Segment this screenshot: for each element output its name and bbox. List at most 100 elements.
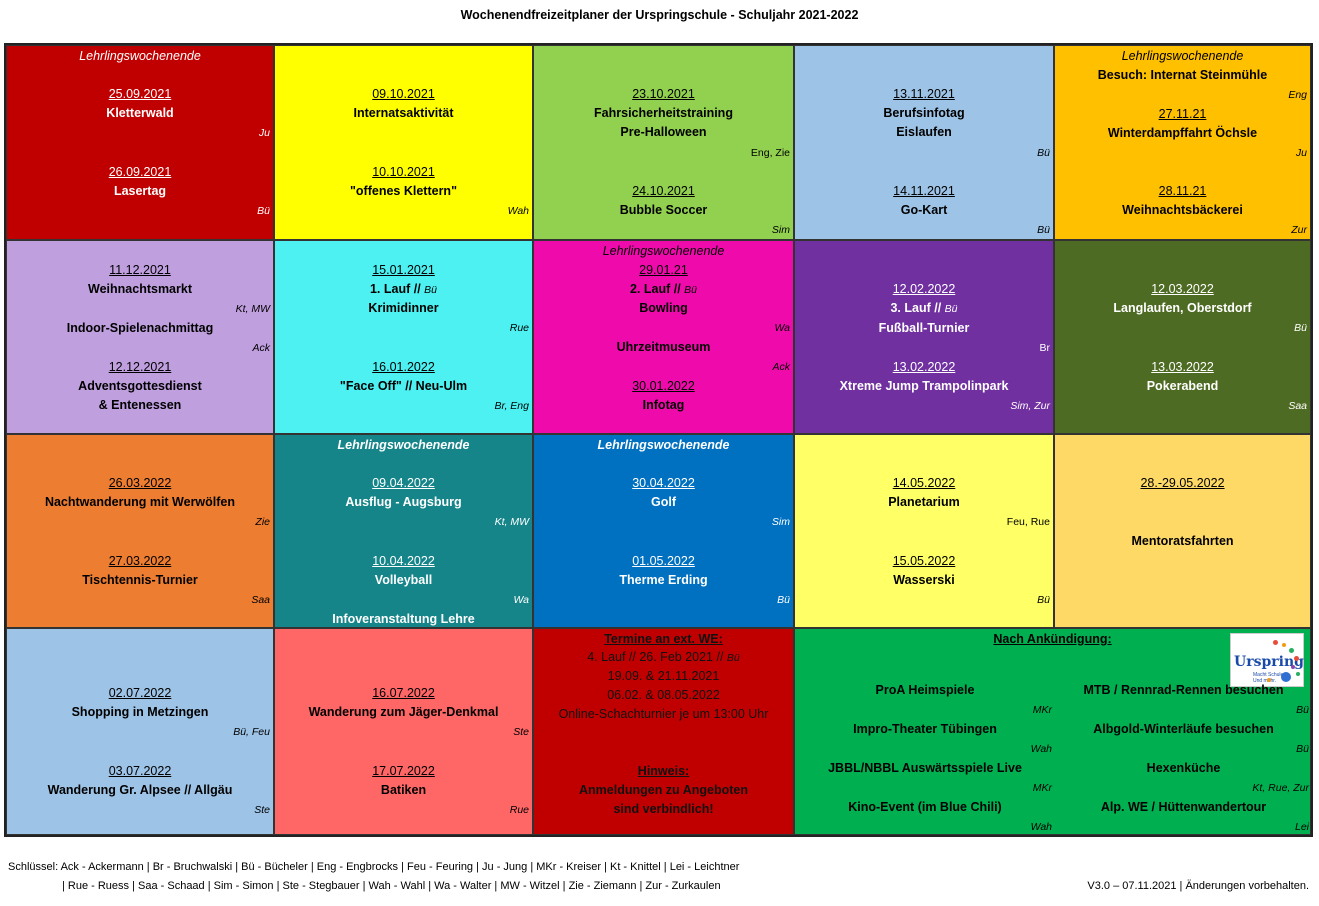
- announcement-item: MTB / Rennrad-Rennen besuchen: [1083, 683, 1284, 697]
- event: Kletterwald: [106, 106, 174, 120]
- initials: Bü: [257, 205, 270, 217]
- event: Weihnachtsmarkt: [88, 282, 192, 296]
- date: 14.11.2021: [893, 184, 955, 198]
- initials: Rue: [509, 804, 529, 816]
- initials: Sim: [771, 516, 790, 528]
- announcement-item: Hexenküche: [1146, 761, 1221, 775]
- date: 15.05.2022: [892, 554, 956, 568]
- initials: Ste: [254, 804, 270, 816]
- key-legend-line-1: Schlüssel: Ack - Ackermann | Br - Bruchw…: [8, 861, 740, 873]
- event: Adventsgottesdienst: [78, 379, 202, 393]
- event: Bowling: [639, 301, 688, 315]
- announcement-item: Impro-Theater Tübingen: [853, 722, 997, 736]
- cell-r4c1: 02.07.2022 Shopping in Metzingen Bü, Feu…: [6, 628, 274, 835]
- date: 24.10.2021: [632, 184, 695, 198]
- logo-slogan-line: Macht Schule.: [1253, 672, 1285, 678]
- cell-r1c3: 23.10.2021 Fahrsicherheitstraining Pre-H…: [533, 45, 794, 240]
- initials: Ack: [252, 342, 270, 354]
- initials: Eng, Zie: [750, 147, 790, 159]
- event: Besuch: Internat Steinmühle: [1097, 68, 1268, 82]
- page-title: Wochenendfreizeitplaner der Urspringschu…: [460, 8, 859, 22]
- date: 25.09.2021: [108, 87, 172, 101]
- cell-r3c3: Lehrlingswochenende 30.04.2022 Golf Sim …: [533, 434, 794, 628]
- notice-line: 19.09. & 21.11.2021: [607, 669, 720, 683]
- announcement-item: Alp. WE / Hüttenwandertour: [1100, 800, 1267, 814]
- cell-r3c4: 14.05.2022 Planetarium Feu, Rue 15.05.20…: [794, 434, 1054, 628]
- initials: Kt, MW: [235, 303, 270, 315]
- initials: Wa: [513, 594, 529, 606]
- event: & Entenessen: [98, 398, 182, 412]
- initials: Wa: [774, 322, 790, 334]
- event: Weihnachtsbäckerei: [1122, 203, 1243, 217]
- initials: Sim, Zur: [1010, 400, 1050, 412]
- initials: Saa: [251, 594, 270, 606]
- event: Batiken: [380, 783, 427, 797]
- initials: Bü: [1296, 704, 1309, 716]
- urspring-logo: Urspring Macht Schule. Und mehr.: [1230, 633, 1304, 687]
- initials: Bü: [1037, 147, 1050, 159]
- event: Nachtwanderung mit Werwölfen: [44, 495, 236, 509]
- date: 12.03.2022: [1151, 282, 1214, 296]
- date: 12.02.2022: [892, 282, 956, 296]
- date: 13.03.2022: [1151, 360, 1214, 374]
- banner: Lehrlingswochenende: [1121, 49, 1244, 63]
- initials: Bü: [1037, 224, 1050, 236]
- event: Bubble Soccer: [619, 203, 708, 217]
- planner-grid: Lehrlingswochenende 25.09.2021 Kletterwa…: [4, 43, 1313, 837]
- event: Ausflug - Augsburg: [345, 495, 462, 509]
- initials: Bü: [1296, 743, 1309, 755]
- lauf-label: 2. Lauf //: [629, 282, 681, 296]
- date: 02.07.2022: [108, 686, 172, 700]
- event: Wanderung Gr. Alpsee // Allgäu: [47, 783, 233, 797]
- cell-r4c3: Termine an ext. WE: 4. Lauf // 26. Feb 2…: [533, 628, 794, 835]
- initials: Feu, Rue: [1006, 516, 1050, 528]
- initials: Bü: [424, 284, 438, 296]
- initials: Bü, Feu: [233, 726, 270, 738]
- initials: MKr: [1032, 704, 1052, 716]
- event: Uhrzeitmuseum: [616, 340, 711, 354]
- event: Krimidinner: [368, 301, 439, 315]
- date: 09.04.2022: [372, 476, 435, 490]
- initials: Saa: [1288, 400, 1307, 412]
- event: Shopping in Metzingen: [71, 705, 209, 719]
- date: 27.03.2022: [108, 554, 172, 568]
- hint-line: Anmeldungen zu Angeboten: [579, 783, 748, 797]
- announcement-item: ProA Heimspiele: [875, 683, 975, 697]
- event: Mentoratsfahrten: [1131, 534, 1234, 548]
- date: 30.04.2022: [632, 476, 695, 490]
- event: Indoor-Spielenachmittag: [66, 321, 214, 335]
- event: Winterdampffahrt Öchsle: [1107, 126, 1258, 140]
- event: Wanderung zum Jäger-Denkmal: [308, 705, 499, 719]
- cell-r2c1: 11.12.2021 Weihnachtsmarkt Kt, MW Indoor…: [6, 240, 274, 434]
- initials: Zie: [255, 516, 270, 528]
- date: 13.11.2021: [893, 87, 955, 101]
- event: "offenes Klettern": [349, 184, 457, 198]
- cell-r1c4: 13.11.2021 Berufsinfotag Eislaufen Bü 14…: [794, 45, 1054, 240]
- notice-text: 4. Lauf // 26. Feb 2021 //: [587, 650, 724, 664]
- cell-r2c5: 12.03.2022 Langlaufen, Oberstdorf Bü 13.…: [1054, 240, 1311, 434]
- lauf-label: 3. Lauf //: [890, 301, 942, 315]
- cell-r3c1: 26.03.2022 Nachtwanderung mit Werwölfen …: [6, 434, 274, 628]
- initials: Br, Eng: [494, 400, 529, 412]
- announcement-heading: Nach Ankündigung:: [993, 632, 1112, 646]
- cell-r1c1: Lehrlingswochenende 25.09.2021 Kletterwa…: [6, 45, 274, 240]
- event: Xtreme Jump Trampolinpark: [839, 379, 1009, 393]
- event: Golf: [651, 495, 676, 509]
- initials: Kt, Rue, Zur: [1252, 782, 1309, 794]
- initials: Bü: [726, 652, 740, 664]
- logo-slogan-line: Und mehr.: [1253, 678, 1277, 684]
- hint-heading: Hinweis:: [637, 764, 690, 778]
- key-legend-line-2: | Rue - Ruess | Saa - Schaad | Sim - Sim…: [62, 880, 721, 892]
- notice-line: 06.02. & 08.05.2022: [607, 688, 720, 702]
- date: 26.09.2021: [108, 165, 172, 179]
- initials: Wah: [1030, 821, 1052, 833]
- date: 13.02.2022: [892, 360, 956, 374]
- cell-r4c4: Nach Ankündigung: Urspring Macht Schule.…: [794, 628, 1311, 835]
- banner: Lehrlingswochenende: [337, 438, 470, 452]
- initials: Ju: [258, 127, 270, 139]
- initials: Zur: [1291, 224, 1307, 236]
- initials: Lei: [1294, 821, 1309, 833]
- notice-line: Online-Schachturnier je um 13:00 Uhr: [558, 707, 769, 721]
- date: 23.10.2021: [632, 87, 695, 101]
- date: 26.03.2022: [108, 476, 172, 490]
